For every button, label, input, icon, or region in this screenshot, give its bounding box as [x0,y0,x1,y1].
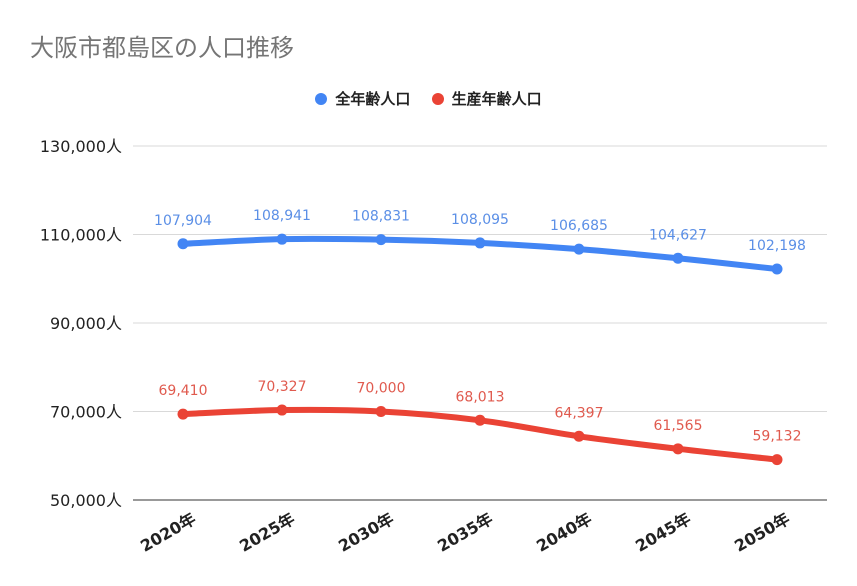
series-1-data-label: 64,397 [555,405,604,421]
series-1-point[interactable] [474,414,486,426]
series-0-data-label: 106,685 [550,218,608,234]
series-0-data-label: 104,627 [649,227,707,243]
series-1-data-label: 70,000 [357,381,406,397]
legend-item-working-age[interactable]: 生産年齢人口 [431,88,542,109]
x-tick-label: 2040年 [533,509,595,556]
y-tick-label: 90,000人 [50,314,122,333]
series-0-data-label: 108,831 [352,209,410,225]
chart-title: 大阪市都島区の人口推移 [30,34,294,62]
series-0-point[interactable] [573,243,585,255]
legend: 全年齢人口 生産年齢人口 [0,88,857,109]
legend-label-all-ages: 全年齢人口 [335,90,411,108]
x-tick-label: 2045年 [632,509,694,556]
y-tick-label: 70,000人 [50,403,122,422]
series-0-data-label: 108,941 [253,208,311,224]
series-0-point[interactable] [375,234,387,246]
y-tick-label: 110,000人 [40,226,122,245]
series-1-point[interactable] [276,404,288,416]
series-1-data-label: 68,013 [456,389,505,405]
series-0-data-label: 107,904 [154,213,212,229]
series-1-data-label: 70,327 [258,379,307,395]
series-0-point[interactable] [672,252,684,264]
legend-dot-blue [315,92,328,105]
series-0-data-label: 108,095 [451,212,509,228]
y-tick-label: 130,000人 [40,137,122,156]
x-tick-label: 2020年 [137,509,199,556]
legend-dot-red [431,92,444,105]
series-0-point[interactable] [474,237,486,249]
x-tick-label: 2035年 [434,509,496,556]
series-1-point[interactable] [375,406,387,417]
legend-item-all-ages[interactable]: 全年齢人口 [315,88,410,109]
series-1-point[interactable] [672,443,684,455]
series-0-data-label: 102,198 [748,238,806,254]
series-1-point[interactable] [573,430,585,442]
series-0-point[interactable] [276,233,288,245]
legend-label-working-age: 生産年齢人口 [451,90,542,108]
series-1-data-label: 59,132 [753,429,802,445]
series-0-point[interactable] [771,263,783,275]
x-tick-label: 2050年 [731,509,793,556]
series-1-data-label: 61,565 [654,418,703,434]
series-1-data-label: 69,410 [159,383,208,399]
series-1-point[interactable] [771,454,783,466]
series-1-point[interactable] [177,408,189,420]
x-tick-label: 2025年 [236,509,298,556]
y-tick-label: 50,000人 [50,491,122,510]
x-tick-label: 2030年 [335,509,397,556]
series-0-point[interactable] [177,238,189,250]
